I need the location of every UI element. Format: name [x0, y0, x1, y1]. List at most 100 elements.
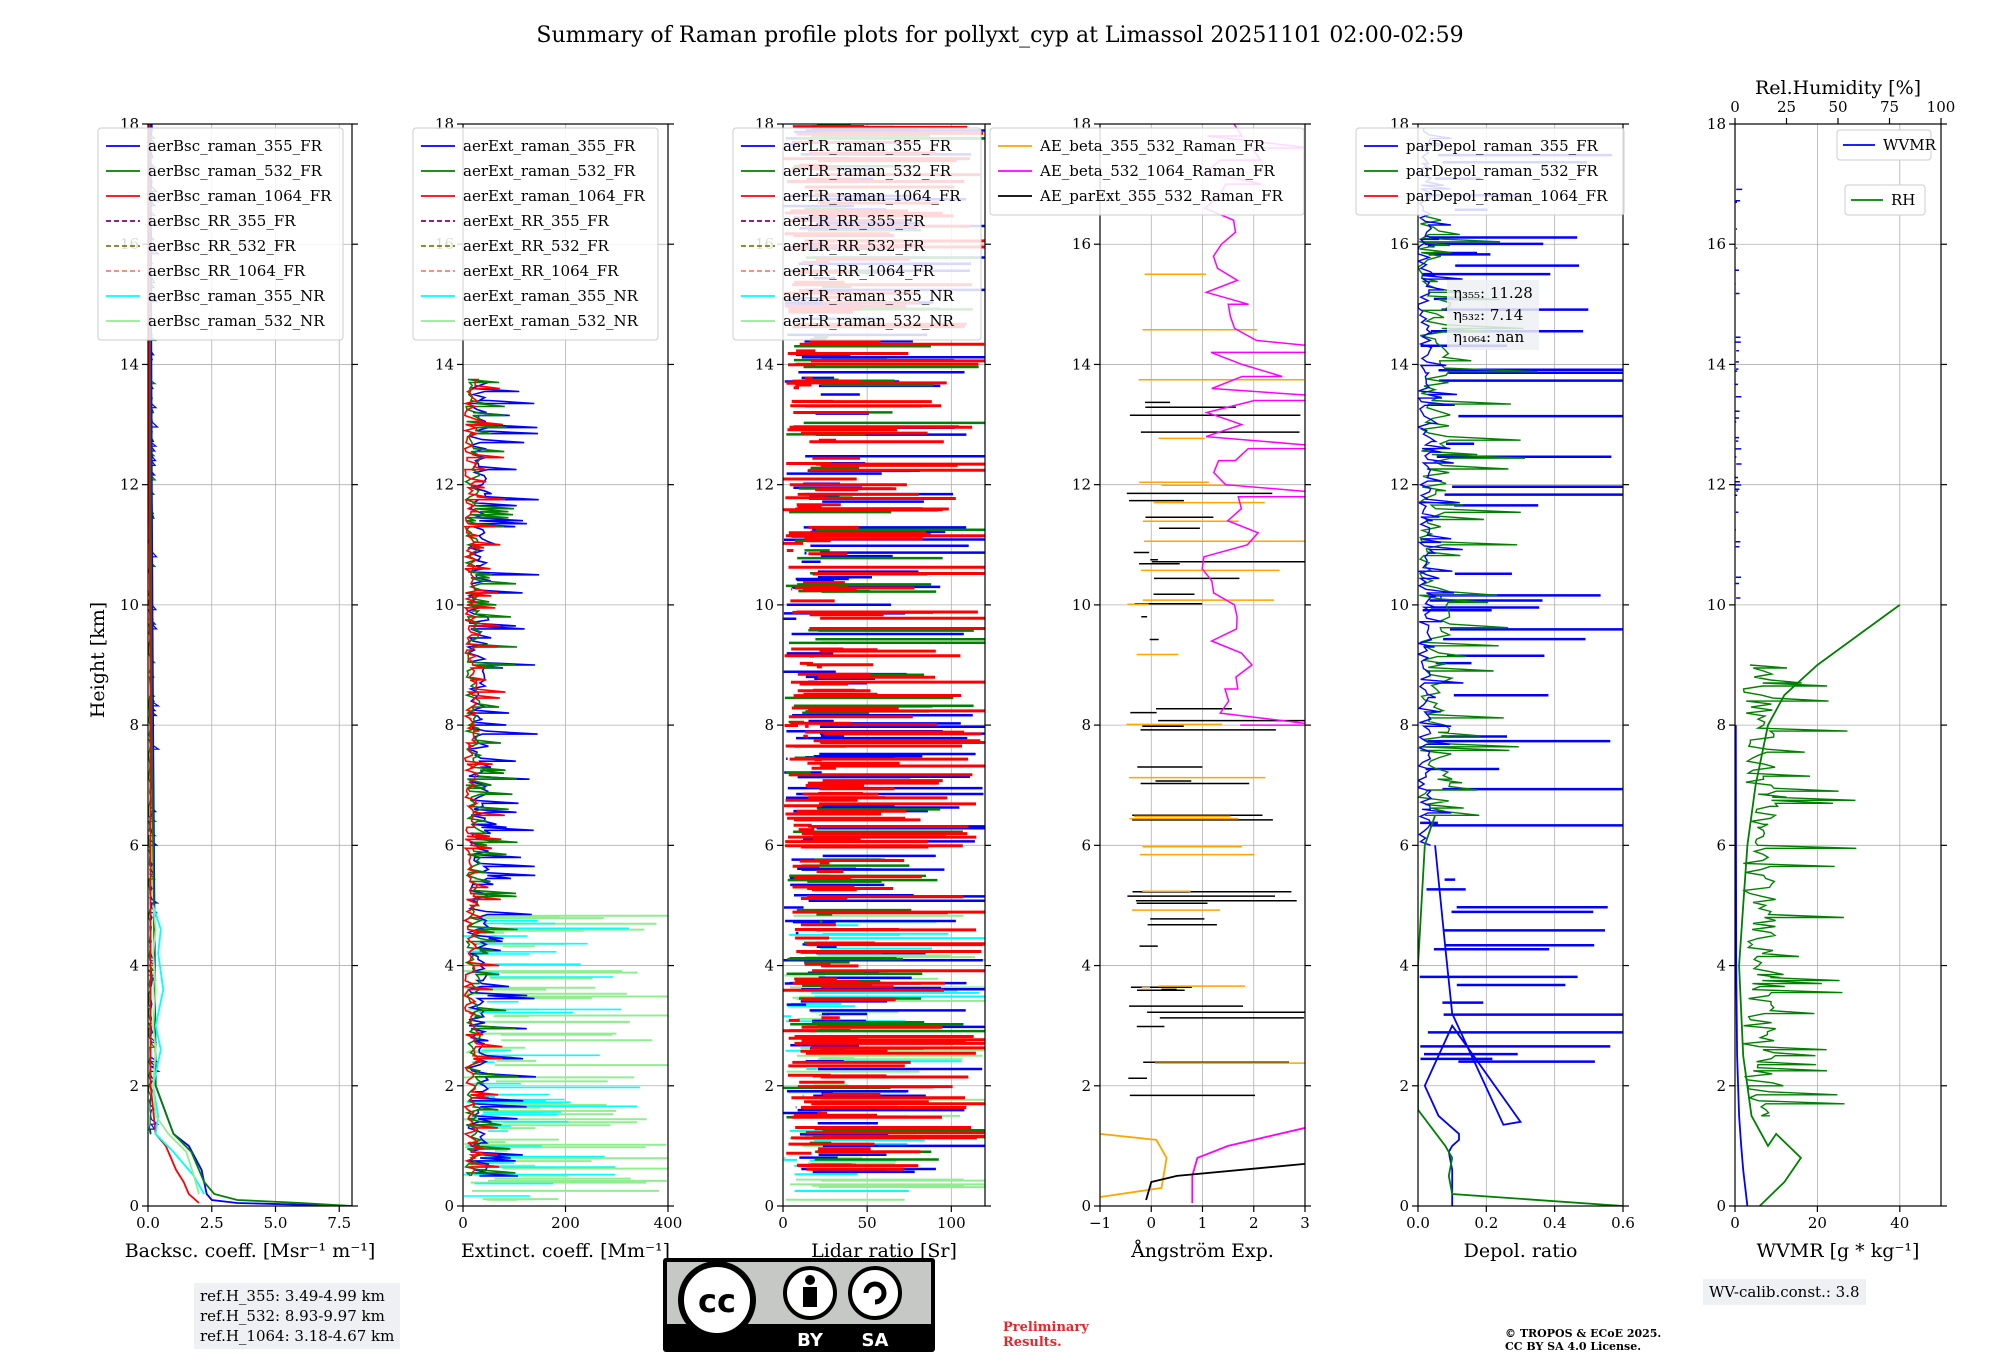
- legend-label: aerExt_raman_532_NR: [463, 312, 639, 330]
- y-tick-label: 10: [1707, 596, 1726, 614]
- legend-label: aerExt_raman_355_NR: [463, 287, 639, 305]
- legend-box: [1836, 129, 1932, 161]
- panel-ext: 0200400024681012141618Extinct. coeff. [M…: [412, 115, 683, 1262]
- y-tick-label: 16: [1072, 235, 1091, 253]
- cc-license-badge[interactable]: cc BY SA: [663, 1258, 935, 1352]
- ref-height-532: ref.H_532: 8.93-9.97 km: [200, 1307, 385, 1325]
- y-tick-label: 6: [444, 836, 454, 854]
- plot-area-ext: [463, 378, 668, 1201]
- y-tick-label: 6: [1081, 836, 1091, 854]
- x-tick-label: 0.0: [136, 1214, 160, 1232]
- y-tick-label: 4: [764, 957, 774, 975]
- cc-label: cc: [698, 1282, 736, 1320]
- x-tick-label: 40: [1890, 1214, 1909, 1232]
- y-tick-label: 4: [444, 957, 454, 975]
- y-tick-label: 0: [129, 1197, 139, 1215]
- y-tick-label: 10: [1390, 596, 1409, 614]
- x-axis-label: Backsc. coeff. [Msr⁻¹ m⁻¹]: [125, 1240, 376, 1262]
- panels: 0.02.55.07.5024681012141618Backsc. coeff…: [97, 77, 1955, 1262]
- y-tick-label: 6: [1716, 836, 1726, 854]
- panel-wv: 0 20 40 0 2 4 6 8 10 12 14 16 18 WVMR [g * kg⁻¹] 0 25 50…: [1707, 77, 1955, 1262]
- series-parDepol_355_noise: [1418, 127, 1464, 846]
- x2-tick-label: 50: [1828, 98, 1847, 116]
- x-tick-label: 0.6: [1611, 1214, 1635, 1232]
- eta-1064: η₁₀₆₄: nan: [1453, 328, 1525, 346]
- x-axis-label: Depol. ratio: [1464, 1240, 1578, 1262]
- axes-frame: [1417, 123, 1624, 1207]
- y-tick-label: 2: [1081, 1077, 1091, 1095]
- y-tick-label: 6: [764, 836, 774, 854]
- y-tick-label: 12: [1707, 476, 1726, 494]
- legend-ae: AE_beta_355_532_Raman_FR AE_beta_532_1064…: [989, 127, 1305, 216]
- preliminary-line-1: Preliminary: [1003, 1320, 1089, 1335]
- legend-ext: aerExt_raman_355_FR aerExt_raman_532_FRae…: [412, 127, 659, 341]
- reference-height-box: ref.H_355: 3.49-4.99 km ref.H_532: 8.93-…: [194, 1283, 401, 1349]
- legend-label: aerBsc_raman_355_NR: [148, 287, 325, 305]
- series-RH: [1738, 604, 1901, 1206]
- y-tick-label: 12: [1390, 476, 1409, 494]
- y-tick-label: 2: [444, 1077, 454, 1095]
- y-tick-label: 4: [1716, 957, 1726, 975]
- series-parDepol_raman_355_FR: [1423, 845, 1523, 1206]
- y-tick-label: 14: [1390, 355, 1409, 373]
- legend-depol: parDepol_raman_355_FR parDepol_raman_532_…: [1355, 127, 1625, 216]
- x-tick-label: 0.0: [1406, 1214, 1430, 1232]
- series-AE_beta_355_532_fill: [1126, 196, 1305, 1064]
- legend-label: aerBsc_RR_355_FR: [148, 212, 296, 230]
- legend-label: aerLR_raman_355_NR: [783, 287, 954, 305]
- x-tick-label: 2.5: [200, 1214, 224, 1232]
- legend-label: AE_beta_355_532_Raman_FR: [1039, 137, 1266, 155]
- legend-label: RH: [1891, 191, 1915, 209]
- y-tick-label: 12: [120, 476, 139, 494]
- x-tick-label: 1: [1198, 1214, 1208, 1232]
- series-aerBsc_raman_355_FR: [149, 124, 352, 1206]
- y-tick-label: 12: [755, 476, 774, 494]
- x-tick-label: −1: [1089, 1214, 1111, 1232]
- legend-lr: aerLR_raman_355_FR aerLR_raman_532_FR aerL…: [732, 127, 982, 341]
- legend-label: aerLR_RR_355_FR: [783, 212, 925, 230]
- x-axis-label: WVMR [g * kg⁻¹]: [1757, 1240, 1920, 1262]
- legend-label: aerLR_raman_532_FR: [783, 162, 952, 180]
- y-tick-label: 14: [1072, 355, 1091, 373]
- legend-wv: WVMR RH: [1836, 129, 1937, 216]
- legend-label: aerLR_RR_532_FR: [783, 237, 925, 255]
- series-aerBsc_raman_355_NR: [152, 905, 205, 1195]
- wv-calibration-text: WV-calib.const.: 3.8: [1709, 1283, 1860, 1301]
- legend-label: aerExt_RR_355_FR: [463, 212, 610, 230]
- x-tick-label: 0.4: [1543, 1214, 1567, 1232]
- y-tick-label: 10: [120, 596, 139, 614]
- legend-label: AE_beta_532_1064_Raman_FR: [1039, 162, 1275, 180]
- legend-label: aerBsc_raman_355_FR: [148, 137, 323, 155]
- plot-area-wv: [1735, 188, 1901, 1206]
- y-tick-label: 0: [1399, 1197, 1409, 1215]
- share-alike-icon: [848, 1266, 902, 1320]
- eta-532: η₅₃₂: 7.14: [1453, 306, 1524, 324]
- legend-label: WVMR: [1883, 136, 1937, 154]
- wv-calibration-box: WV-calib.const.: 3.8: [1703, 1279, 1866, 1305]
- x-tick-label: 400: [654, 1214, 683, 1232]
- x2-tick-label: 75: [1880, 98, 1899, 116]
- legend-label: parDepol_raman_1064_FR: [1406, 187, 1608, 205]
- x2-tick-label: 0: [1730, 98, 1740, 116]
- y-tick-label: 14: [435, 355, 454, 373]
- x-tick-label: 0: [458, 1214, 468, 1232]
- y-tick-label: 0: [1716, 1197, 1726, 1215]
- panel-bsc: 0.02.55.07.5024681012141618Backsc. coeff…: [97, 115, 376, 1262]
- y-tick-label: 0: [444, 1197, 454, 1215]
- figure-title: Summary of Raman profile plots for polly…: [536, 23, 1463, 48]
- y-tick-label: 12: [435, 476, 454, 494]
- series-WVMR: [1735, 725, 1749, 1206]
- eta-355: η₃₅₅: 11.28: [1453, 284, 1533, 302]
- x2-axis-label: Rel.Humidity [%]: [1755, 77, 1921, 99]
- copyright-line-1: © TROPOS & ECoE 2025.: [1505, 1327, 1662, 1340]
- y-tick-label: 0: [1081, 1197, 1091, 1215]
- y-tick-label: 8: [444, 716, 454, 734]
- axes-frame: [147, 123, 353, 1207]
- y-tick-label: 2: [1716, 1077, 1726, 1095]
- y-tick-label: 8: [129, 716, 139, 734]
- legend-label: aerLR_raman_1064_FR: [783, 187, 961, 205]
- y-tick-label: 10: [1072, 596, 1091, 614]
- x-tick-label: 20: [1808, 1214, 1827, 1232]
- x-tick-label: 7.5: [327, 1214, 351, 1232]
